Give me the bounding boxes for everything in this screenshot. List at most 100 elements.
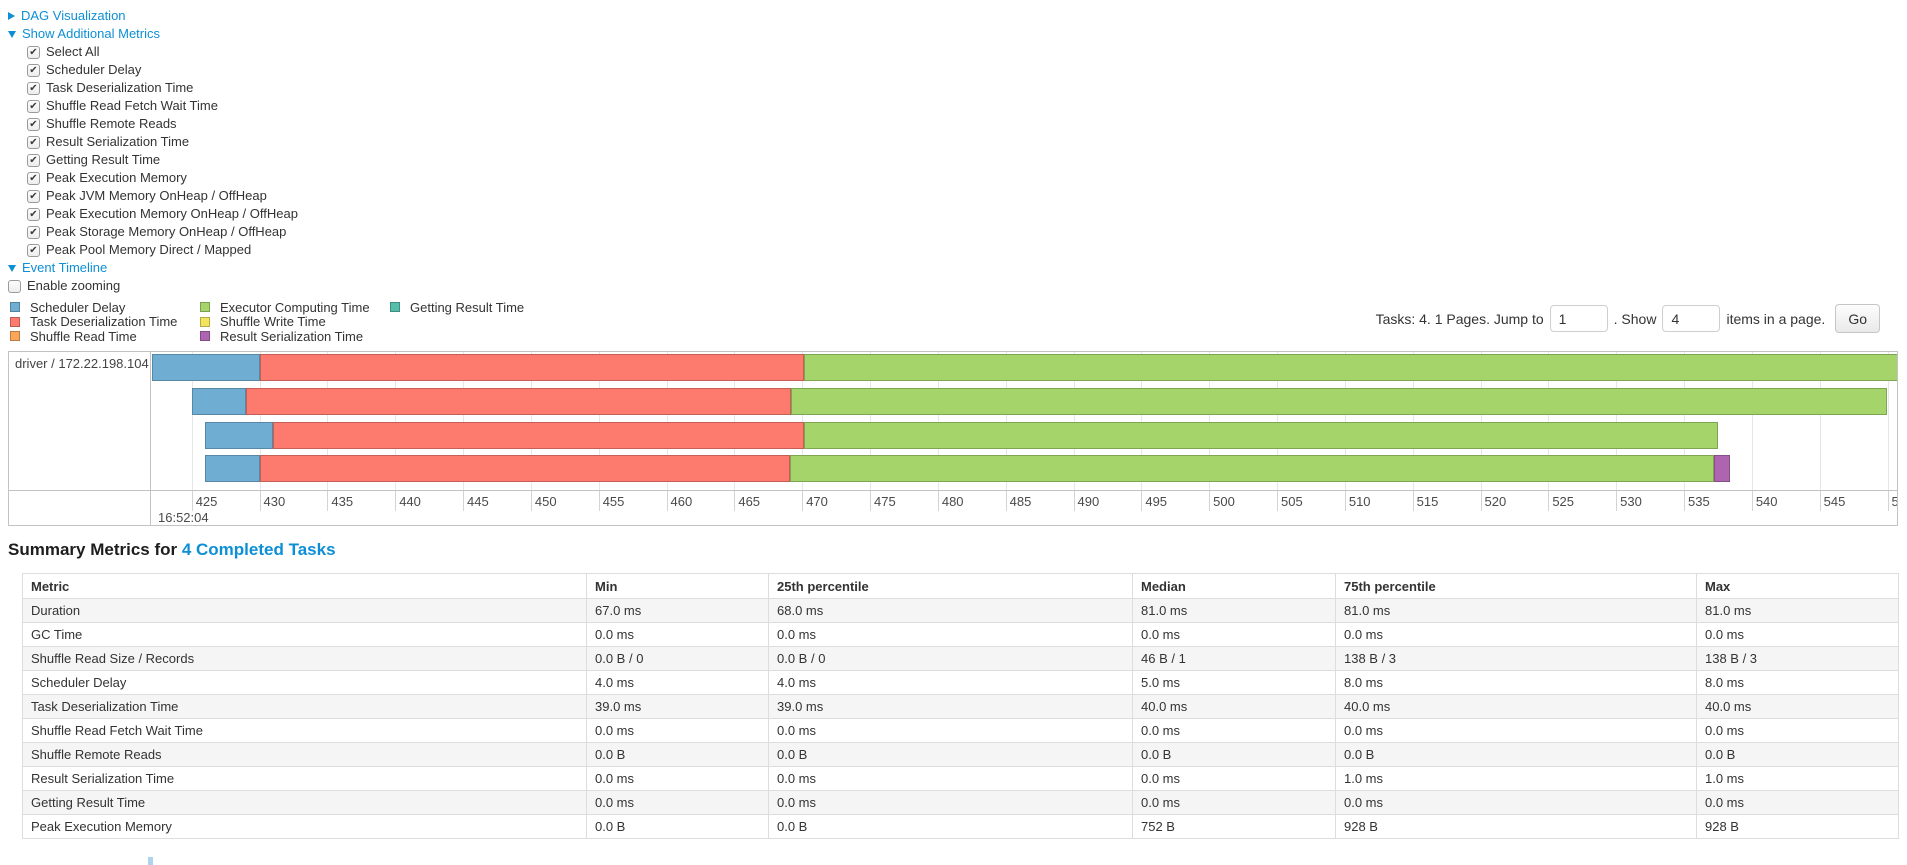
tick-mark: [1005, 491, 1007, 511]
tick-mark: [395, 491, 397, 511]
metric-checkbox[interactable]: ✔: [27, 153, 40, 167]
tick-label: 515: [1416, 494, 1439, 509]
gridline: [530, 352, 532, 490]
expanded-arrow-icon: [8, 30, 16, 38]
table-cell: 0.0 B: [1132, 742, 1336, 767]
table-row: Result Serialization Time 0.0 ms 0.0 ms 0.0…: [22, 766, 1899, 791]
gridline: [191, 352, 193, 490]
tick-mark: [1480, 491, 1482, 511]
metric-checkbox[interactable]: ✔: [27, 171, 40, 185]
completed-tasks-link[interactable]: 4 Completed Tasks: [181, 540, 336, 559]
timeline-axis: 425 430 435 440 445 450 455 460 465 470 475 480 485 4…: [151, 491, 1897, 525]
legend-item: Scheduler Delay: [10, 300, 200, 315]
table-cell: 39.0 ms: [586, 694, 769, 719]
tick-mark: [802, 491, 804, 511]
metric-checkbox-label: Task Deserialization Time: [46, 80, 194, 95]
gridline: [1819, 352, 1821, 490]
go-button[interactable]: Go: [1835, 304, 1880, 333]
metric-checkbox[interactable]: ✔: [27, 135, 40, 149]
pagination-controls: Tasks: 4. 1 Pages. Jump to . Show items …: [1376, 304, 1880, 333]
task-2-scheduler_delay-bar[interactable]: [205, 422, 274, 449]
task-0-task_deserialization-bar[interactable]: [259, 354, 804, 381]
task-2-executor_computing-bar[interactable]: [803, 422, 1718, 449]
metric-checkbox[interactable]: ✔: [27, 243, 40, 257]
pagination-suffix-text: items in a page.: [1726, 310, 1826, 327]
task-1-task_deserialization-bar[interactable]: [245, 388, 792, 415]
task-0-executor_computing-bar[interactable]: [803, 354, 1897, 381]
tick-label: 545: [1823, 494, 1846, 509]
task-0-scheduler_delay-bar[interactable]: [152, 354, 260, 381]
scheduler_delay-swatch-icon: [10, 302, 20, 313]
table-cell: 0.0 ms: [1132, 718, 1336, 743]
metric-checkbox[interactable]: ✔: [27, 225, 40, 239]
task-3-task_deserialization-bar[interactable]: [259, 455, 790, 482]
table-cell: 0.0 ms: [1335, 622, 1697, 647]
tick-label: 530: [1620, 494, 1642, 509]
tick-mark: [1344, 491, 1346, 511]
show-additional-metrics-toggle[interactable]: Show Additional Metrics: [8, 25, 1907, 43]
metric-checkbox-label: Shuffle Read Fetch Wait Time: [46, 98, 218, 113]
dag-visualization-toggle[interactable]: DAG Visualization: [8, 7, 1907, 25]
legend-item: Shuffle Read Time: [10, 329, 200, 344]
metric-checkbox-row: ✔ Getting Result Time: [8, 151, 1907, 169]
table-cell: 8.0 ms: [1335, 670, 1697, 695]
tick-mark: [463, 491, 465, 511]
summary-title: Summary Metrics for 4 Completed Tasks: [8, 540, 1898, 560]
metric-checkbox-label: Peak Pool Memory Direct / Mapped: [46, 242, 252, 257]
enable-zooming-checkbox[interactable]: [8, 279, 21, 293]
task-1-scheduler_delay-bar[interactable]: [191, 388, 246, 415]
metric-checkbox[interactable]: ✔: [27, 117, 40, 131]
dag-visualization-link[interactable]: DAG Visualization: [21, 8, 126, 23]
task-2-task_deserialization-bar[interactable]: [273, 422, 804, 449]
table-cell: Getting Result Time: [22, 790, 587, 815]
gridline: [1480, 352, 1482, 490]
executor-label: driver / 172.22.198.104: [9, 352, 151, 525]
event-timeline-chart: driver / 172.22.198.104 425 430 435 440 445 4…: [8, 351, 1898, 526]
metric-checkbox[interactable]: ✔: [27, 81, 40, 95]
event-timeline-link[interactable]: Event Timeline: [22, 260, 108, 275]
column-header: 25th percentile: [768, 573, 1133, 599]
table-cell: 0.0 ms: [586, 790, 769, 815]
table-cell: 0.0 ms: [1132, 790, 1336, 815]
task-1-executor_computing-bar[interactable]: [791, 388, 1888, 415]
metric-checkbox[interactable]: ✔: [27, 189, 40, 203]
column-header: Min: [586, 573, 769, 599]
tick-mark: [1141, 491, 1143, 511]
table-header-row: Metric Min 25th percentile Median 75th perce…: [22, 573, 1899, 599]
legend-column: Executor Computing Time Shuffle Write Tim…: [200, 300, 390, 344]
metric-checkbox[interactable]: ✔: [27, 45, 40, 59]
table-cell: 928 B: [1696, 814, 1899, 839]
table-cell: 40.0 ms: [1696, 694, 1899, 719]
table-cell: 0.0 ms: [768, 718, 1133, 743]
tick-label: 425: [195, 494, 218, 509]
table-row: Shuffle Read Fetch Wait Time 0.0 ms 0.0 ms…: [22, 718, 1899, 743]
event-timeline-toggle[interactable]: Event Timeline: [8, 259, 1907, 277]
gridline: [937, 352, 939, 490]
tick-label: 430: [263, 494, 286, 509]
legend-label: Shuffle Read Time: [30, 328, 137, 344]
metric-checkbox[interactable]: ✔: [27, 207, 40, 221]
shuffle_write-swatch-icon: [200, 316, 210, 327]
items-per-page-input[interactable]: [1662, 305, 1721, 332]
tick-mark: [734, 491, 736, 511]
legend-label: Shuffle Write Time: [220, 314, 326, 330]
gridline: [734, 352, 736, 490]
metric-checkbox-row: ✔ Scheduler Delay: [8, 61, 1907, 79]
legend-item: Executor Computing Time: [200, 300, 390, 315]
jump-to-page-input[interactable]: [1549, 305, 1608, 332]
show-additional-metrics-link[interactable]: Show Additional Metrics: [22, 26, 161, 41]
table-row: Getting Result Time 0.0 ms 0.0 ms 0.0 ms 0.0…: [22, 790, 1899, 815]
task-3-scheduler_delay-bar[interactable]: [205, 455, 260, 482]
legend-column: Getting Result Time: [390, 300, 580, 344]
gridline: [1751, 352, 1753, 490]
gridline: [870, 352, 872, 490]
metric-checkbox[interactable]: ✔: [27, 99, 40, 113]
task-3-executor_computing-bar[interactable]: [789, 455, 1714, 482]
task-3-result_serialization-bar[interactable]: [1713, 455, 1731, 482]
timeline-plot: [151, 352, 1897, 490]
table-cell: 0.0 ms: [1132, 766, 1336, 791]
result_serialization-swatch-icon: [200, 331, 210, 342]
summary-metrics-table: Metric Min 25th percentile Median 75th perce…: [22, 573, 1899, 839]
metric-checkbox[interactable]: ✔: [27, 63, 40, 77]
metric-checkbox-row: ✔ Shuffle Read Fetch Wait Time: [8, 97, 1907, 115]
